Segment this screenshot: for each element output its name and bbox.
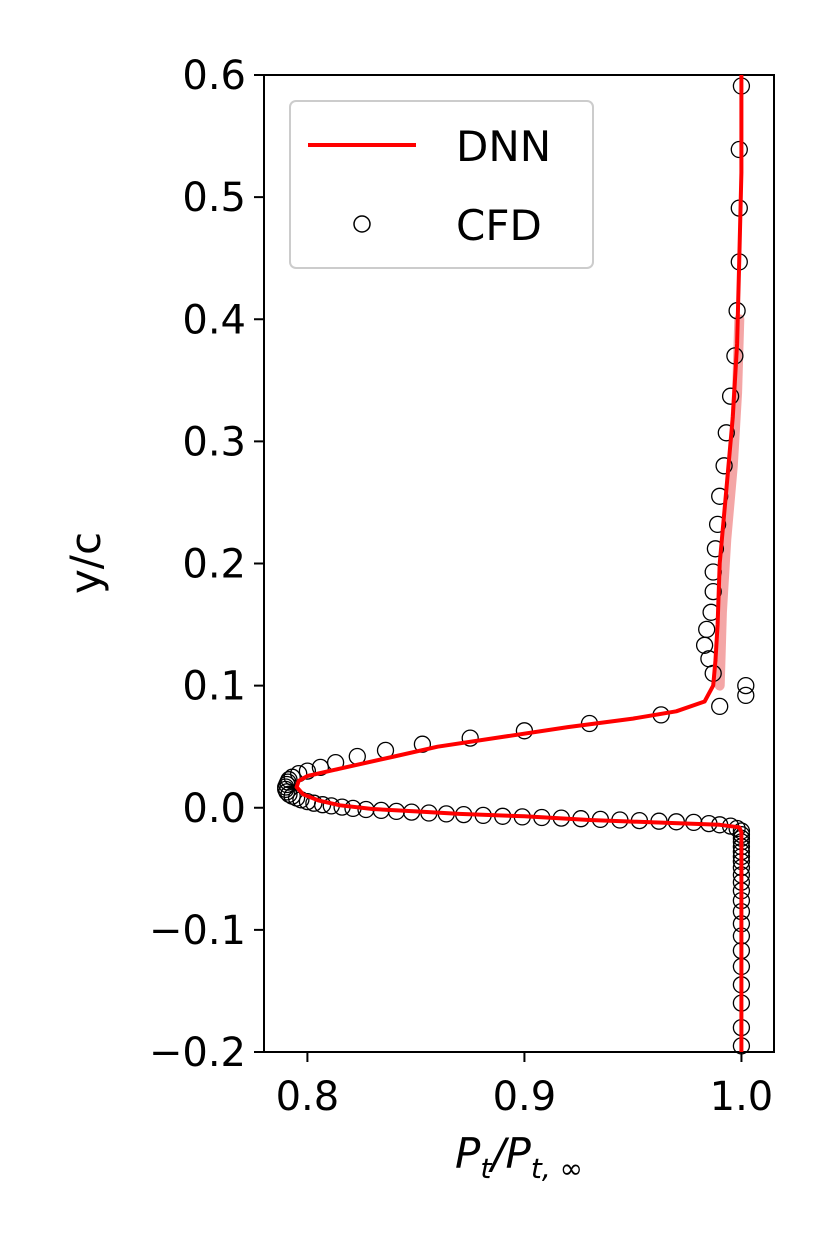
dnn-uncertainty-band: [714, 314, 745, 691]
cfd-point: [461, 729, 479, 747]
y-axis-ticks: −0.2 −0.1 0.0 0.1 0.2 0.3 0.4 0.5 0.6: [149, 53, 264, 1076]
cfd-point: [298, 792, 317, 811]
legend-cfd-label: CFD: [456, 201, 542, 250]
cfd-point: [706, 540, 725, 558]
cfd-point: [298, 762, 317, 780]
dnn-line: [294, 75, 744, 1052]
cfd-point: [695, 636, 714, 654]
cfd-point: [717, 424, 735, 442]
x-tick-label: 0.9: [493, 1074, 557, 1120]
cfd-point: [280, 785, 298, 803]
legend: DNN CFD: [289, 100, 594, 269]
cfd-point: [715, 457, 733, 475]
y-tick-label: 0.3: [182, 419, 246, 465]
y-tick-label: −0.2: [149, 1030, 246, 1076]
legend-dnn-label: DNN: [456, 122, 551, 171]
y-tick-label: −0.1: [149, 908, 246, 954]
x-axis-ticks: 0.8 0.9 1.0: [276, 1052, 774, 1120]
cfd-point: [311, 758, 330, 777]
y-tick-label: 0.2: [182, 542, 246, 588]
x-tick-label: 0.8: [276, 1074, 340, 1120]
cfd-point: [711, 697, 729, 716]
y-tick-label: 0.1: [182, 664, 246, 710]
plot-area: 0.8 0.9 1.0 −0.2 −0.1 0.0 0.1 0.2 0.3 0.4 0.5 0.6: [149, 53, 775, 1120]
y-tick-label: 0.4: [182, 297, 246, 343]
cfd-point: [737, 686, 755, 705]
x-tick-label: 1.0: [710, 1074, 774, 1120]
x-axis-label: Pt/Pt, ∞: [455, 1129, 583, 1185]
cfd-point: [737, 676, 755, 695]
cfd-point: [413, 735, 432, 753]
legend-box: [289, 100, 594, 269]
dnn-uncertainty-band-path: [714, 314, 745, 691]
cfd-point: [704, 582, 722, 601]
cfd-point: [280, 771, 298, 789]
cfd-point: [708, 515, 727, 534]
cfd-point: [279, 773, 297, 791]
y-tick-label: 0.0: [182, 786, 246, 832]
cfd-point: [730, 140, 748, 159]
dnn-line-series: [294, 75, 744, 1052]
legend-cfd-marker: [353, 215, 371, 233]
y-tick-label: 0.5: [182, 175, 246, 221]
y-axis-label: y/c: [61, 532, 110, 594]
y-tick-label: 0.6: [182, 53, 246, 99]
cfd-point: [721, 387, 740, 405]
cfd-point: [698, 620, 716, 639]
